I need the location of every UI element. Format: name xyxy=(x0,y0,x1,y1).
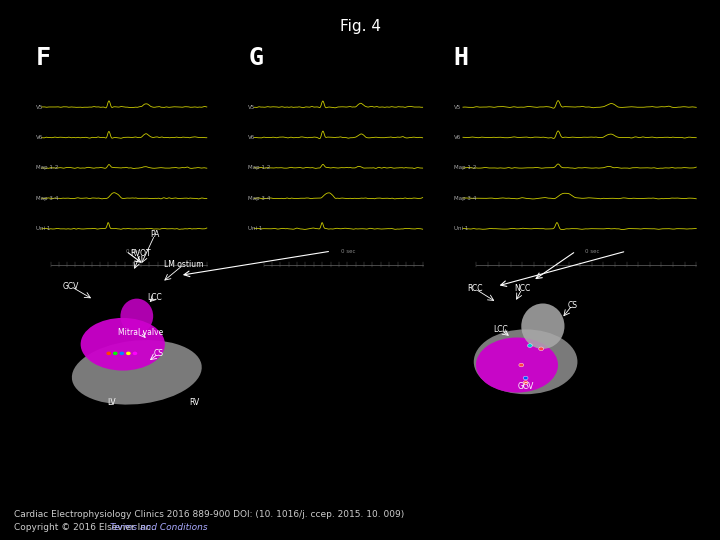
Text: Uni 1: Uni 1 xyxy=(454,226,468,231)
Text: RV: RV xyxy=(189,398,199,407)
Circle shape xyxy=(120,352,124,355)
Text: CS: CS xyxy=(153,349,163,358)
Ellipse shape xyxy=(521,303,564,349)
Ellipse shape xyxy=(474,329,577,394)
Ellipse shape xyxy=(120,299,153,334)
Text: CS: CS xyxy=(567,301,577,309)
Ellipse shape xyxy=(81,318,165,370)
Text: LCC: LCC xyxy=(493,325,508,334)
Circle shape xyxy=(523,381,528,384)
Circle shape xyxy=(519,363,523,367)
Text: Mitral valve: Mitral valve xyxy=(118,328,163,336)
Text: Fig. 4: Fig. 4 xyxy=(340,19,380,34)
Text: Uni 1: Uni 1 xyxy=(36,226,50,231)
Text: 0 sec: 0 sec xyxy=(585,249,600,254)
Text: LM ostium: LM ostium xyxy=(164,260,203,269)
Text: Copyright © 2016 Elsevier Inc.: Copyright © 2016 Elsevier Inc. xyxy=(14,523,157,532)
Text: Uni 1: Uni 1 xyxy=(248,226,263,231)
Text: GCV: GCV xyxy=(63,282,78,291)
Text: G: G xyxy=(248,46,264,70)
Text: V5: V5 xyxy=(248,105,256,110)
Text: Map 3-4: Map 3-4 xyxy=(454,196,476,201)
Circle shape xyxy=(539,347,544,350)
Text: V6: V6 xyxy=(248,135,256,140)
Text: Cardiac Electrophysiology Clinics 2016 889-900 DOI: (10. 1016/j. ccep. 2015. 10.: Cardiac Electrophysiology Clinics 2016 8… xyxy=(14,510,405,519)
Text: LV: LV xyxy=(107,398,116,407)
Ellipse shape xyxy=(476,338,558,393)
Text: RCC: RCC xyxy=(467,285,483,293)
Circle shape xyxy=(528,344,532,347)
Text: Terms and Conditions: Terms and Conditions xyxy=(110,523,208,532)
Text: Map 1-2: Map 1-2 xyxy=(248,165,271,171)
Text: Map 1-2: Map 1-2 xyxy=(36,165,58,171)
Text: F: F xyxy=(36,46,51,70)
Circle shape xyxy=(126,352,131,355)
Text: H: H xyxy=(454,46,469,70)
Text: LCC: LCC xyxy=(148,293,162,301)
Text: V6: V6 xyxy=(454,135,461,140)
Circle shape xyxy=(107,352,111,355)
Circle shape xyxy=(132,352,138,355)
Text: V5: V5 xyxy=(454,105,461,110)
Text: RVOT: RVOT xyxy=(130,249,150,258)
Text: NCC: NCC xyxy=(514,285,530,293)
Text: 0 sec: 0 sec xyxy=(126,249,140,254)
Text: Map 3-4: Map 3-4 xyxy=(248,196,271,201)
Ellipse shape xyxy=(72,340,202,404)
Text: V6: V6 xyxy=(36,135,43,140)
Text: 0 sec: 0 sec xyxy=(341,249,355,254)
Text: GCV: GCV xyxy=(518,382,534,390)
Text: PA: PA xyxy=(150,231,160,239)
Circle shape xyxy=(113,352,117,355)
Circle shape xyxy=(523,376,528,380)
Text: V5: V5 xyxy=(36,105,43,110)
Text: Map 3-4: Map 3-4 xyxy=(36,196,58,201)
Text: Map 1-2: Map 1-2 xyxy=(454,165,476,171)
